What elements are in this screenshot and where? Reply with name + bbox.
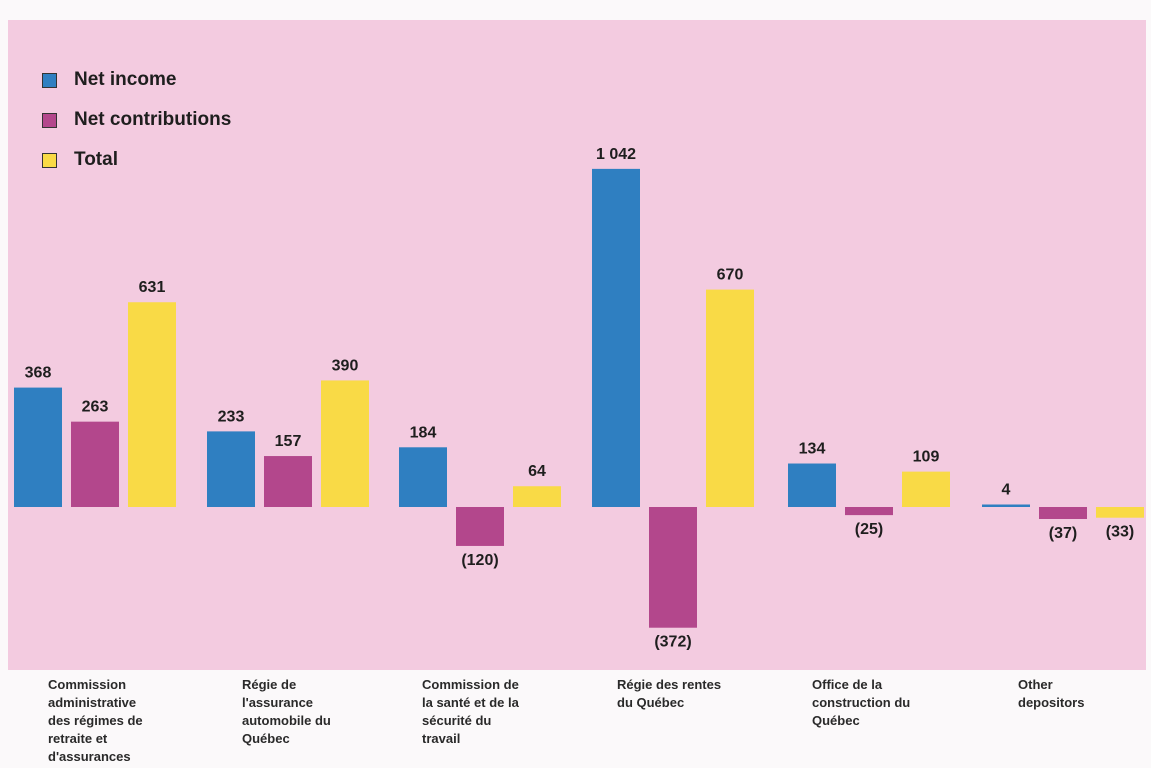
bar-net-income-2 xyxy=(207,431,255,507)
value-label-net-income-4: 1 042 xyxy=(596,146,636,163)
value-label-net-contributions-4: (372) xyxy=(654,634,691,651)
legend-label-total: Total xyxy=(74,149,118,170)
value-label-total-4: 670 xyxy=(717,267,744,284)
value-label-net-income-3: 184 xyxy=(410,424,437,441)
legend-label-net-contributions: Net contributions xyxy=(74,109,232,130)
bar-net-income-3 xyxy=(399,447,447,507)
legend-swatch-net-contributions xyxy=(42,112,57,128)
bar-total-4 xyxy=(706,289,754,507)
legend-item-net-contributions: Net contributions xyxy=(42,100,231,140)
value-label-net-contributions-6: (37) xyxy=(1049,525,1077,542)
bar-net-income-4 xyxy=(592,168,640,507)
value-label-net-income-6: 4 xyxy=(1002,482,1011,499)
value-label-total-3: 64 xyxy=(528,463,546,480)
value-label-net-income-2: 233 xyxy=(218,408,245,425)
chart-svg: 368 263 631 233 157 390 184 (120) 64 1 042 (372) 67… xyxy=(14,146,1144,651)
value-label-net-contributions-1: 263 xyxy=(82,399,109,416)
bar-net-income-1 xyxy=(14,387,62,507)
bar-net-contributions-3 xyxy=(456,507,504,546)
bar-total-2 xyxy=(321,380,369,507)
bar-net-contributions-4 xyxy=(649,507,697,628)
bar-net-contributions-6 xyxy=(1039,507,1087,520)
category-label-3: Commission de la santé et de la sécurité… xyxy=(422,677,519,746)
category-label-2: Régie de l'assurance automobile du Québe… xyxy=(242,677,331,746)
value-label-total-1: 631 xyxy=(139,279,166,296)
plot-area: 368 263 631 233 157 390 184 (120) 64 1 042 (372) 67… xyxy=(8,20,1146,670)
value-label-net-income-5: 134 xyxy=(799,441,826,458)
bar-net-contributions-5 xyxy=(845,507,893,516)
bar-net-contributions-1 xyxy=(71,421,119,507)
legend-item-net-income: Net income xyxy=(42,60,231,100)
bar-total-1 xyxy=(128,302,176,507)
value-label-total-2: 390 xyxy=(332,357,359,374)
category-label-5: Office de la construction du Québec xyxy=(812,677,911,728)
value-label-net-contributions-3: (120) xyxy=(461,552,498,569)
legend: Net income Net contributions Total xyxy=(42,60,231,180)
legend-item-total: Total xyxy=(42,140,231,180)
bar-net-income-5 xyxy=(788,463,836,507)
legend-label-net-income: Net income xyxy=(74,69,177,90)
category-label-4: Régie des rentes du Québec xyxy=(617,677,722,710)
value-label-total-5: 109 xyxy=(913,449,940,466)
bar-net-contributions-2 xyxy=(264,456,312,507)
bar-total-6 xyxy=(1096,507,1144,518)
value-label-total-6: (33) xyxy=(1106,524,1134,541)
value-label-net-contributions-2: 157 xyxy=(275,433,302,450)
bar-total-5 xyxy=(902,471,950,507)
value-label-net-contributions-5: (25) xyxy=(855,521,883,538)
bar-net-income-6 xyxy=(982,504,1030,507)
category-label-6: Other depositors xyxy=(1018,677,1085,710)
bar-total-3 xyxy=(513,486,561,507)
legend-swatch-total xyxy=(42,152,57,168)
category-label-1: Commission administrative des régimes de… xyxy=(48,677,143,764)
value-label-net-income-1: 368 xyxy=(25,365,52,382)
legend-swatch-net-income xyxy=(42,72,57,88)
